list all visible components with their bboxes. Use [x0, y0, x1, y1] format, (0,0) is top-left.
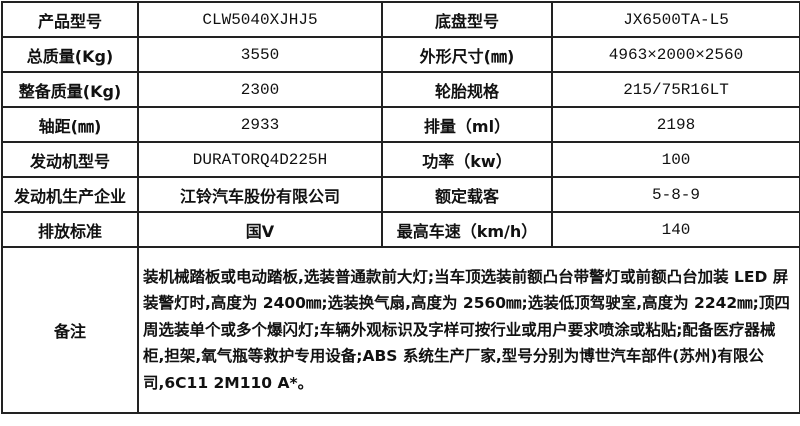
field-value: 4963×2000×2560 — [551, 36, 800, 73]
field-value: 2198 — [551, 106, 800, 143]
remarks-label: 备注 — [1, 246, 139, 414]
table-row: 发动机生产企业 江铃汽车股份有限公司 额定载客 5-8-9 — [1, 176, 800, 213]
field-label: 发动机型号 — [1, 141, 139, 178]
table-row: 整备质量(Kg) 2300 轮胎规格 215/75R16LT — [1, 71, 800, 108]
field-value: 140 — [551, 211, 800, 248]
table-row: 轴距(㎜) 2933 排量（ml） 2198 — [1, 106, 800, 143]
table-row: 发动机型号 DURATORQ4D225H 功率（kw） 100 — [1, 141, 800, 178]
table-row: 排放标准 国Ⅴ 最高车速（km/h） 140 — [1, 211, 800, 248]
field-label: 产品型号 — [1, 1, 139, 38]
field-label: 外形尺寸(㎜) — [381, 36, 553, 73]
field-label: 发动机生产企业 — [1, 176, 139, 213]
spec-table: 产品型号 CLW5040XJHJ5 底盘型号 JX6500TA-L5 总质量(Kg) 35… — [1, 1, 800, 414]
field-value: 100 — [551, 141, 800, 178]
field-label: 排放标准 — [1, 211, 139, 248]
field-label: 底盘型号 — [381, 1, 553, 38]
field-value: 2933 — [137, 106, 383, 143]
remarks-text: 装机械踏板或电动踏板,选装普通款前大灯;当车顶选装前额凸台带警灯或前额凸台加装 … — [137, 246, 800, 414]
field-label: 额定载客 — [381, 176, 553, 213]
field-value: JX6500TA-L5 — [551, 1, 800, 38]
field-label: 最高车速（km/h） — [381, 211, 553, 248]
table-row: 产品型号 CLW5040XJHJ5 底盘型号 JX6500TA-L5 — [1, 1, 800, 38]
field-label: 整备质量(Kg) — [1, 71, 139, 108]
field-value: 江铃汽车股份有限公司 — [137, 176, 383, 213]
field-label: 轮胎规格 — [381, 71, 553, 108]
field-value: 5-8-9 — [551, 176, 800, 213]
field-value: DURATORQ4D225H — [137, 141, 383, 178]
field-value: 215/75R16LT — [551, 71, 800, 108]
field-value: 2300 — [137, 71, 383, 108]
field-label: 排量（ml） — [381, 106, 553, 143]
field-label: 功率（kw） — [381, 141, 553, 178]
field-label: 总质量(Kg) — [1, 36, 139, 73]
field-value: CLW5040XJHJ5 — [137, 1, 383, 38]
field-label: 轴距(㎜) — [1, 106, 139, 143]
field-value: 3550 — [137, 36, 383, 73]
field-value: 国Ⅴ — [137, 211, 383, 248]
remarks-row: 备注 装机械踏板或电动踏板,选装普通款前大灯;当车顶选装前额凸台带警灯或前额凸台加… — [1, 246, 800, 414]
table-row: 总质量(Kg) 3550 外形尺寸(㎜) 4963×2000×2560 — [1, 36, 800, 73]
